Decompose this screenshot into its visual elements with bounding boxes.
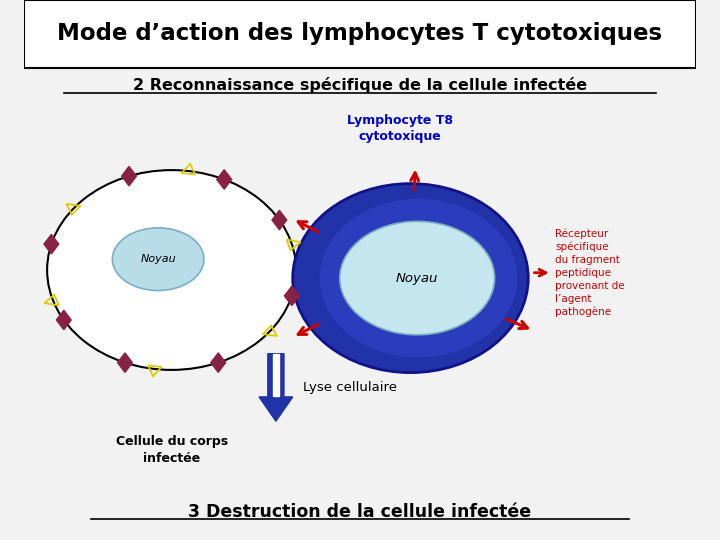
FancyArrow shape (259, 354, 293, 421)
Text: Mode d’action des lymphocytes T cytotoxiques: Mode d’action des lymphocytes T cytotoxi… (58, 22, 662, 45)
Polygon shape (272, 210, 287, 230)
Ellipse shape (320, 199, 518, 357)
Text: Récepteur
spécifique
du fragment
peptidique
provenant de
l’agent
pathogène: Récepteur spécifique du fragment peptidi… (555, 228, 625, 317)
Text: Cellule du corps
infectée: Cellule du corps infectée (115, 435, 228, 465)
Polygon shape (284, 286, 300, 306)
Ellipse shape (112, 228, 204, 291)
Polygon shape (44, 234, 59, 254)
Text: Noyau: Noyau (396, 272, 438, 285)
Text: Noyau: Noyau (140, 254, 176, 264)
Text: 2 Reconnaissance spécifique de la cellule infectée: 2 Reconnaissance spécifique de la cellul… (133, 77, 587, 93)
FancyBboxPatch shape (24, 0, 696, 68)
FancyArrow shape (273, 354, 279, 395)
Polygon shape (217, 170, 232, 189)
Text: Lymphocyte T8
cytotoxique: Lymphocyte T8 cytotoxique (347, 114, 454, 143)
Polygon shape (122, 166, 136, 186)
Ellipse shape (293, 184, 528, 373)
Polygon shape (117, 353, 132, 373)
Polygon shape (211, 353, 225, 373)
Text: Lyse cellulaire: Lyse cellulaire (303, 381, 397, 394)
Text: 3 Destruction de la cellule infectée: 3 Destruction de la cellule infectée (189, 503, 531, 521)
Ellipse shape (47, 170, 296, 370)
Polygon shape (56, 310, 71, 329)
Ellipse shape (340, 221, 495, 335)
